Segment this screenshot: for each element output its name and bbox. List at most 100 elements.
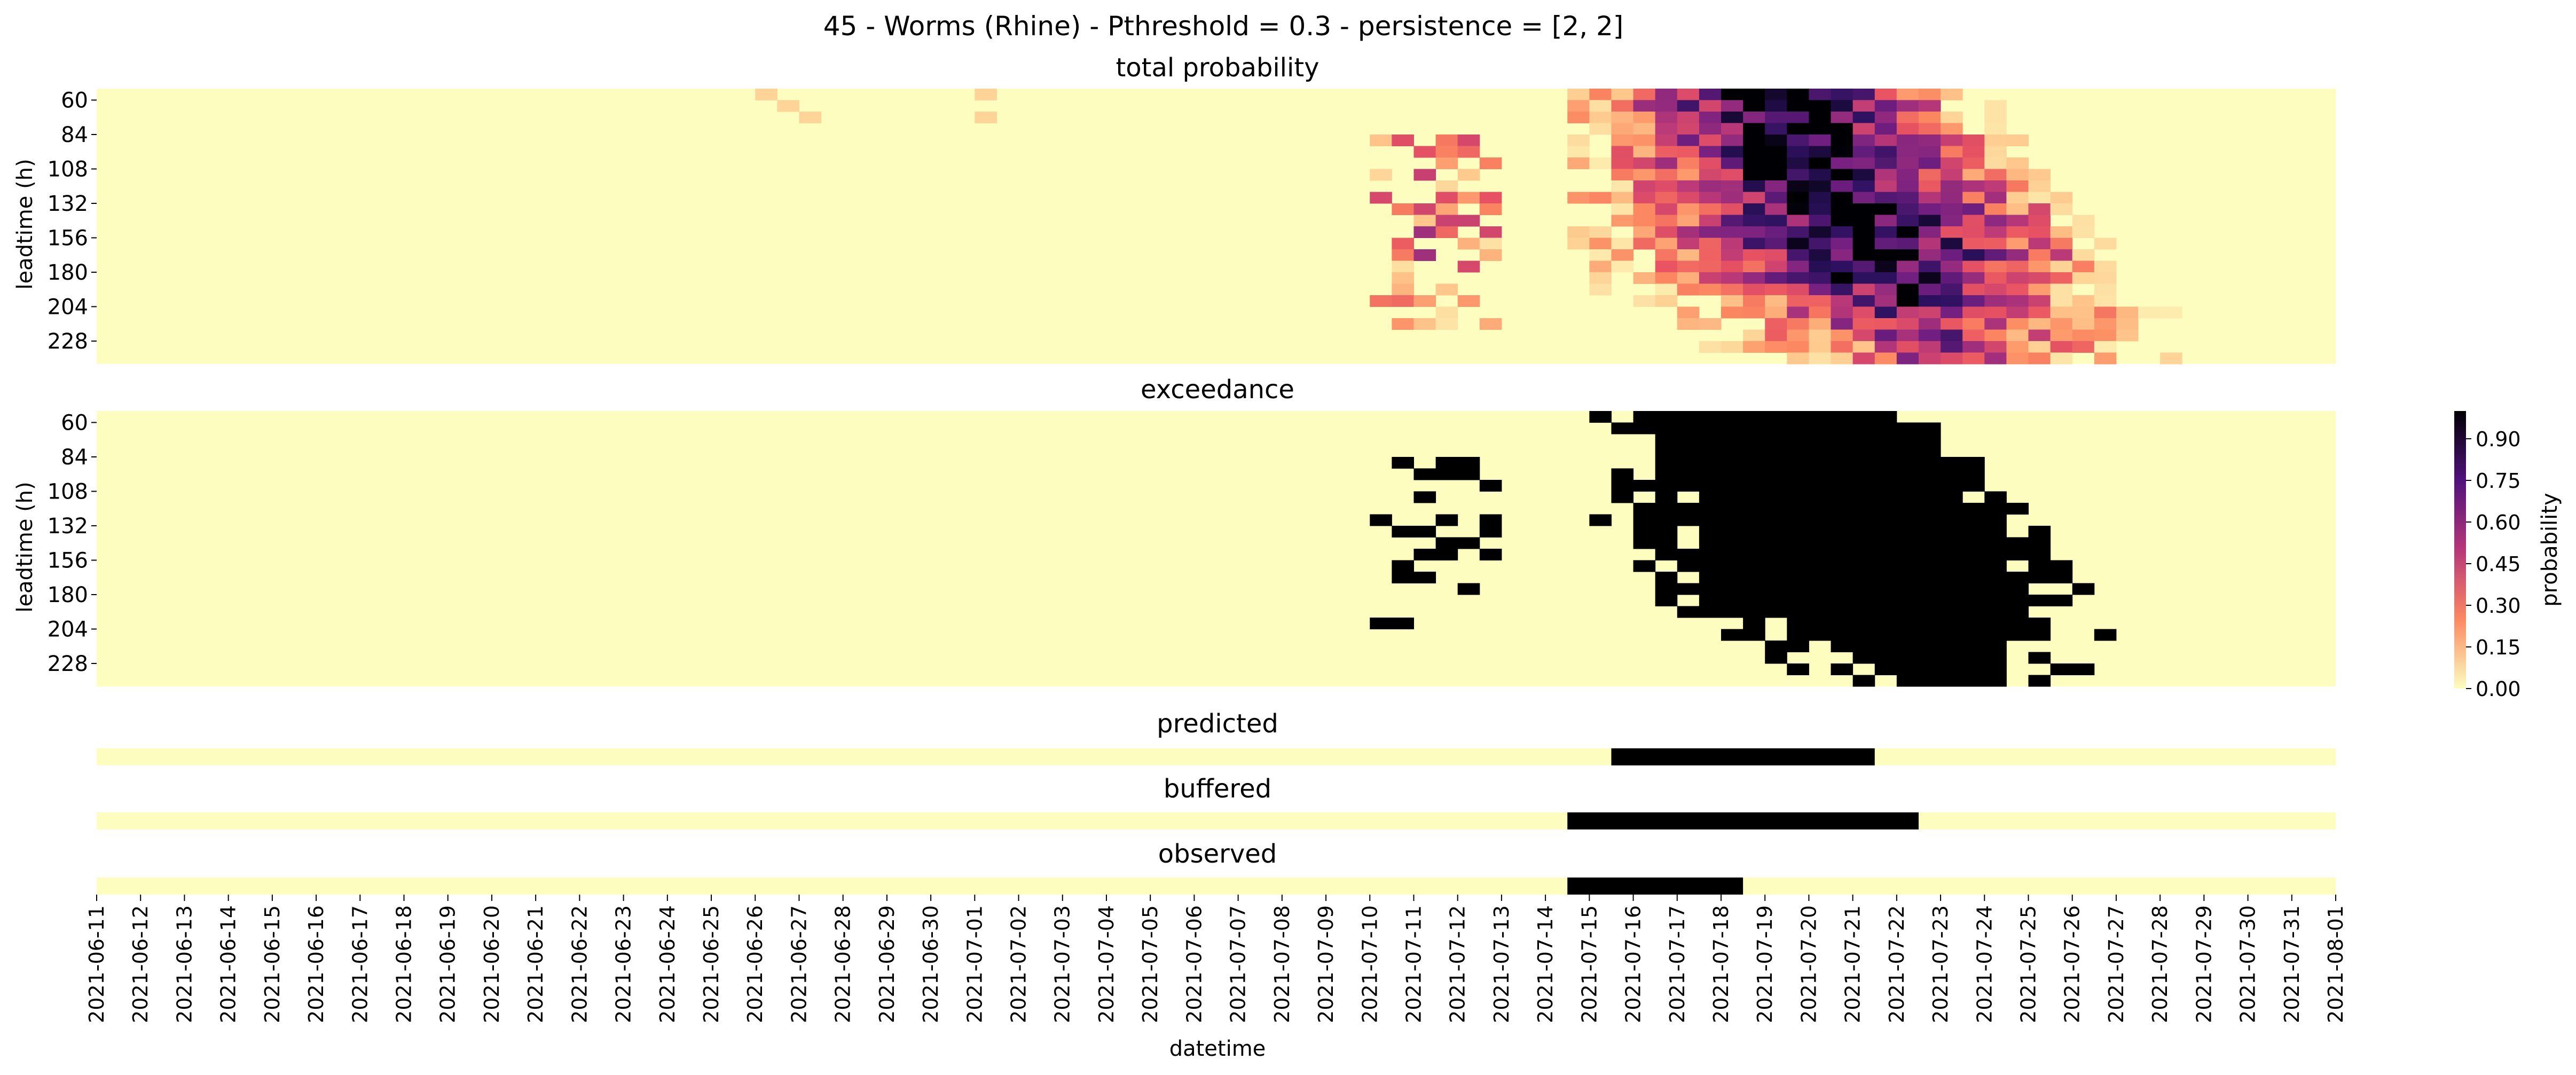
heatmap-cell — [1896, 192, 1919, 204]
heatmap-cell — [1852, 260, 1875, 273]
heatmap-cell — [1918, 123, 1941, 135]
heatmap-cell — [1787, 272, 1809, 284]
heatmap-cell — [1765, 306, 1787, 319]
heatmap-cell — [1699, 146, 1722, 158]
heatmap-cell — [1962, 249, 1985, 261]
heatmap-cell — [1611, 192, 1634, 204]
heatmap-cell — [1831, 169, 1854, 181]
heatmap-cell — [1567, 192, 1590, 204]
heatmap-cell — [2028, 249, 2051, 261]
heatmap-cell — [1941, 249, 1963, 261]
heatmap-cell — [1941, 157, 1963, 169]
heatmap-cell — [2050, 318, 2073, 330]
heatmap-cell — [1896, 283, 1919, 296]
heatmap-cell — [1589, 514, 1612, 526]
heatmap-cell — [1918, 318, 1941, 330]
heatmap-cell — [1852, 422, 1875, 434]
heatmap-cell — [1765, 192, 1787, 204]
heatmap-cell — [1765, 411, 1787, 423]
heatmap-cell — [2006, 606, 2029, 618]
heatmap-cell — [1392, 249, 1414, 261]
heatmap-cell — [1918, 157, 1941, 169]
heatmap-cell — [1918, 192, 1941, 204]
panel-title-observed: observed — [1158, 839, 1277, 869]
heatmap-cell — [1984, 112, 2007, 123]
heatmap-cell — [1370, 135, 1392, 146]
heatmap-cell — [1611, 238, 1634, 250]
heatmap-cell — [1457, 192, 1480, 204]
heatmap-cell — [1941, 526, 1963, 538]
heatmap-cell — [1655, 549, 1678, 560]
heatmap-cell — [1852, 329, 1875, 342]
heatmap-cell — [1896, 641, 1919, 652]
heatmap-cell — [1984, 663, 2007, 675]
heatmap-cell — [1896, 306, 1919, 319]
heatmap-cell — [1896, 89, 1919, 100]
heatmap-cell — [1765, 595, 1787, 606]
heatmap-cell — [1655, 249, 1678, 261]
suptitle: 45 - Worms (Rhine) - Pthreshold = 0.3 - … — [823, 11, 1624, 42]
heatmap-cell — [1435, 226, 1458, 238]
heatmap-cell — [1852, 434, 1875, 446]
heatmap-cell — [1852, 560, 1875, 572]
heatmap-cell — [1370, 514, 1392, 526]
heatmap-cell — [2116, 318, 2139, 330]
heatmap-cell — [1874, 549, 1897, 560]
heatmap-cell — [1677, 100, 1700, 112]
heatmap-cell — [1699, 157, 1722, 169]
x-tick-label: 2021-07-17 — [1666, 905, 1689, 1023]
heatmap-cell — [2072, 341, 2095, 353]
heatmap-cell — [1655, 411, 1678, 423]
heatmap-cell — [1677, 157, 1700, 169]
heatmap-cell — [1655, 480, 1678, 492]
heatmap-cell — [1852, 112, 1875, 123]
heatmap-cell — [1743, 146, 1765, 158]
heatmap-cell — [1765, 249, 1787, 261]
x-tick-label: 2021-07-21 — [1841, 905, 1865, 1023]
x-tick-label: 2021-07-26 — [2061, 905, 2084, 1023]
heatmap-cell — [1655, 123, 1678, 135]
heatmap-cell — [1677, 180, 1700, 192]
panel-title-total-probability: total probability — [1116, 53, 1319, 83]
x-tick-label: 2021-07-12 — [1446, 905, 1470, 1023]
heatmap-cell — [1787, 503, 1809, 515]
heatmap-cell — [1918, 89, 1941, 100]
heatmap-cell — [1677, 260, 1700, 273]
x-tick-label: 2021-06-27 — [787, 905, 811, 1023]
heatmap-cell — [2006, 260, 2029, 273]
heatmap-cell — [1831, 468, 1854, 480]
heatmap-cell — [1941, 583, 1963, 595]
heatmap-cell — [1479, 203, 1502, 215]
heatmap-cell — [1787, 180, 1809, 192]
x-tick-label: 2021-06-30 — [919, 905, 943, 1023]
heatmap-cell — [1831, 123, 1854, 135]
heatmap-cell — [1984, 238, 2007, 250]
heatmap-cell — [1655, 192, 1678, 204]
heatmap-cell — [1435, 537, 1458, 549]
heatmap-cell — [1699, 226, 1722, 238]
heatmap-cell — [1918, 629, 1941, 641]
event-bar — [1567, 812, 1919, 829]
heatmap-cell — [1743, 215, 1765, 227]
heatmap-cell — [1941, 629, 1963, 641]
panel-title-predicted: predicted — [1157, 709, 1278, 739]
heatmap-cell — [1962, 180, 1985, 192]
heatmap-cell — [1392, 572, 1414, 583]
heatmap-cell — [1941, 329, 1963, 342]
heatmap-cell — [2006, 215, 2029, 227]
heatmap-cell — [1699, 272, 1722, 284]
heatmap-cell — [1874, 146, 1897, 158]
x-tick-label: 2021-07-25 — [2016, 905, 2040, 1023]
heatmap-cell — [1874, 272, 1897, 284]
heatmap-cell — [2072, 260, 2095, 273]
colorbar-label: probability — [2538, 493, 2562, 606]
heatmap-cell — [1721, 606, 1743, 618]
heatmap-cell — [1874, 329, 1897, 342]
heatmap-cell — [1787, 618, 1809, 629]
heatmap-cell — [1831, 341, 1854, 353]
heatmap-cell — [1809, 618, 1832, 629]
heatmap-cell — [1567, 238, 1590, 250]
heatmap-cell — [1765, 652, 1787, 664]
heatmap-cell — [1962, 215, 1985, 227]
